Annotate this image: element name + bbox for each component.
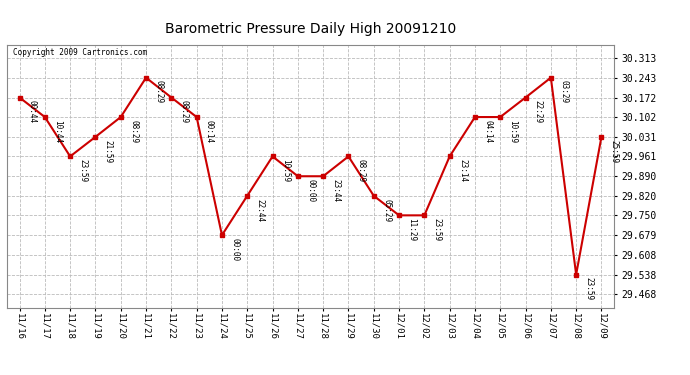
Text: 00:14: 00:14 bbox=[205, 120, 214, 143]
Text: 04:14: 04:14 bbox=[483, 120, 492, 143]
Text: 22:44: 22:44 bbox=[255, 199, 264, 222]
Text: 23:59: 23:59 bbox=[584, 278, 593, 300]
Text: 22:29: 22:29 bbox=[534, 100, 543, 123]
Text: 11:29: 11:29 bbox=[407, 218, 416, 241]
Text: 08:29: 08:29 bbox=[129, 120, 138, 143]
Text: 05:29: 05:29 bbox=[382, 199, 391, 222]
Text: 21:59: 21:59 bbox=[104, 140, 112, 163]
Text: 08:29: 08:29 bbox=[179, 100, 188, 123]
Text: 25:59: 25:59 bbox=[610, 140, 619, 163]
Text: 23:59: 23:59 bbox=[433, 218, 442, 241]
Text: 23:14: 23:14 bbox=[458, 159, 467, 182]
Text: 08:29: 08:29 bbox=[357, 159, 366, 182]
Text: Copyright 2009 Cartronics.com: Copyright 2009 Cartronics.com bbox=[13, 48, 147, 57]
Text: 03:29: 03:29 bbox=[559, 81, 568, 104]
Text: Barometric Pressure Daily High 20091210: Barometric Pressure Daily High 20091210 bbox=[165, 22, 456, 36]
Text: 23:59: 23:59 bbox=[79, 159, 88, 182]
Text: 10:59: 10:59 bbox=[281, 159, 290, 182]
Text: 10:59: 10:59 bbox=[509, 120, 518, 143]
Text: 10:44: 10:44 bbox=[53, 120, 62, 143]
Text: 00:44: 00:44 bbox=[28, 100, 37, 123]
Text: 08:29: 08:29 bbox=[155, 81, 164, 104]
Text: 00:00: 00:00 bbox=[230, 238, 239, 261]
Text: 00:00: 00:00 bbox=[306, 179, 315, 202]
Text: 23:44: 23:44 bbox=[331, 179, 340, 202]
